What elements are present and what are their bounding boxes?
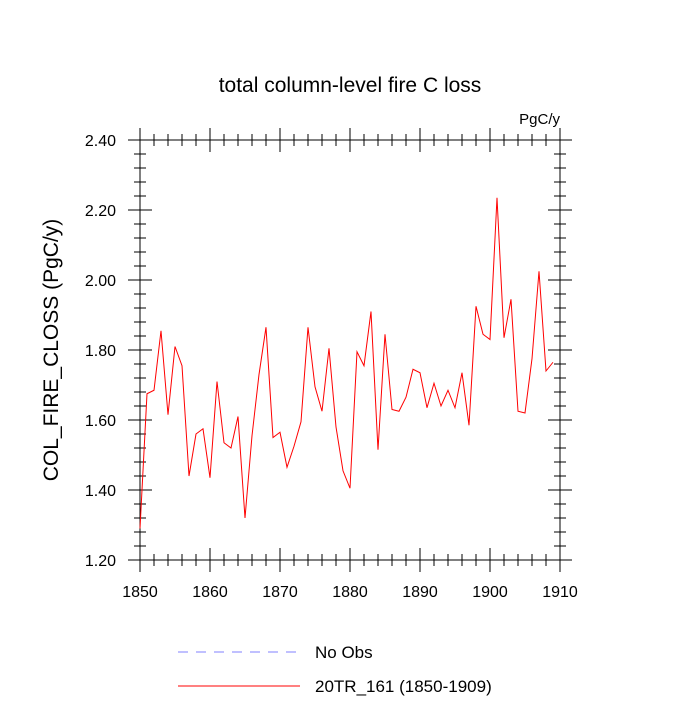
x-tick-label: 1900 — [472, 584, 508, 601]
legend: No Obs 20TR_161 (1850-1909) — [178, 643, 492, 696]
y-tick-label: 1.40 — [85, 483, 116, 500]
y-tick-label: 2.00 — [85, 273, 116, 290]
x-tick-label: 1860 — [192, 584, 228, 601]
x-tick-label: 1850 — [122, 584, 158, 601]
x-tick-label: 1910 — [542, 584, 578, 601]
x-tick-label: 1870 — [262, 584, 298, 601]
y-tick-label: 1.20 — [85, 553, 116, 570]
units-label: PgC/y — [519, 111, 560, 128]
y-tick-label: 1.60 — [85, 413, 116, 430]
x-tick-label: 1890 — [402, 584, 438, 601]
y-tick-label: 1.80 — [85, 343, 116, 360]
y-tick-label: 2.40 — [85, 133, 116, 150]
y-axis-label: COL_FIRE_CLOSS (PgC/y) — [40, 219, 63, 482]
x-tick-label: 1880 — [332, 584, 368, 601]
chart-title: total column-level fire C loss — [219, 74, 482, 97]
y-tick-label: 2.20 — [85, 203, 116, 220]
legend-label-no-obs: No Obs — [315, 643, 373, 662]
series-line-20TR_161 — [139, 197, 554, 529]
legend-label-20tr: 20TR_161 (1850-1909) — [315, 677, 492, 696]
